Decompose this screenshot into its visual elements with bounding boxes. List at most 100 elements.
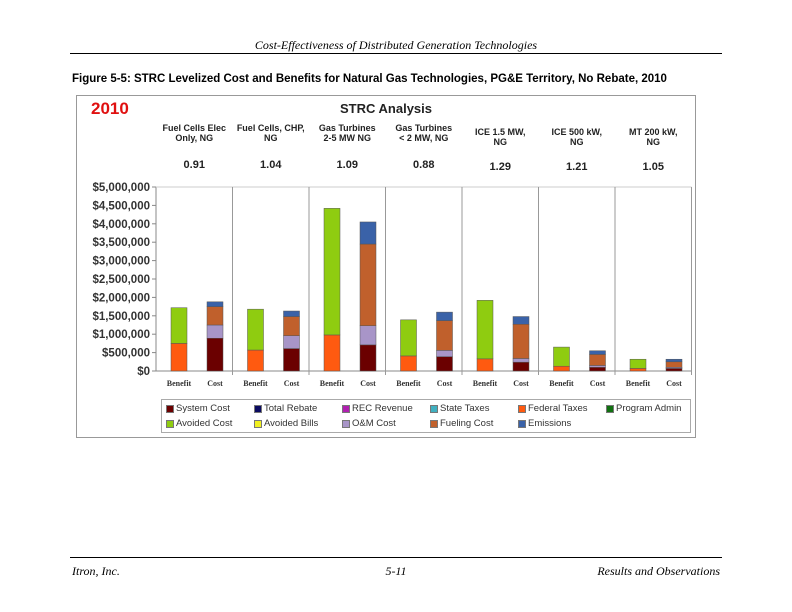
legend-label: Federal Taxes	[528, 403, 588, 414]
legend-label: O&M Cost	[352, 418, 396, 429]
x-tick-label: Benefit	[320, 379, 345, 388]
group-label-line: Gas Turbines	[395, 123, 453, 133]
y-tick-label: $4,500,000	[92, 200, 150, 212]
x-tick-label: Cost	[207, 379, 223, 388]
x-tick-label: Cost	[513, 379, 529, 388]
bar-segment-avoided-cost	[323, 208, 341, 336]
legend-label: Avoided Cost	[176, 418, 233, 429]
legend-item: Total Rebate	[254, 403, 317, 414]
group-label-line: NG	[646, 137, 661, 147]
bar-segment-fueling-cost	[206, 306, 224, 326]
x-tick-label: Cost	[360, 379, 376, 388]
group-label-line: 2-5 MW NG	[323, 133, 371, 143]
footer-right: Results and Observations	[597, 564, 720, 578]
group-label: Gas Turbines 2-5 MW NG	[305, 123, 389, 143]
y-tick-label: $3,000,000	[92, 256, 150, 268]
legend-label: Program Admin	[616, 403, 682, 414]
x-tick-label: Benefit	[167, 379, 192, 388]
legend-swatch	[342, 419, 350, 428]
group-label: MT 200 kW, NG	[611, 127, 695, 147]
legend-swatch	[254, 404, 262, 413]
bar-segment-federal-taxes	[323, 334, 341, 372]
legend-label: Emissions	[528, 418, 572, 429]
group-label-line: NG	[264, 133, 278, 143]
bar-segment-system-cost	[359, 344, 377, 372]
benefit-cost-ratio: 1.05	[642, 161, 664, 173]
bar-segment-federal-taxes	[400, 355, 417, 372]
benefit-cost-ratio: 1.29	[489, 161, 511, 173]
chart-title: STRC Analysis	[340, 101, 432, 116]
x-tick-label: Benefit	[549, 379, 574, 388]
y-tick-label: $2,500,000	[92, 274, 150, 286]
x-tick-label: Benefit	[243, 379, 268, 388]
bar-segment-federal-taxes	[247, 349, 264, 372]
group-label: Fuel Cells, CHP, NG	[229, 123, 313, 143]
legend: System Cost Total Rebate REC Revenue State …	[161, 399, 691, 433]
legend-item: REC Revenue	[342, 403, 413, 414]
bar-segment-federal-taxes	[553, 365, 570, 372]
legend-item: Federal Taxes	[518, 403, 588, 414]
x-tick-label: Benefit	[396, 379, 421, 388]
bar-segment-avoided-cost	[170, 307, 188, 344]
bar-segment-system-cost	[283, 348, 300, 372]
bar-segment-o-m-cost	[512, 358, 530, 363]
benefit-cost-ratio: 1.04	[260, 159, 282, 171]
group-label-line: ICE 1.5 MW,	[474, 127, 526, 137]
group-label-line: < 2 MW, NG	[399, 133, 449, 143]
y-tick-label: $2,000,000	[92, 292, 150, 304]
legend-item: Fueling Cost	[430, 418, 493, 429]
bar-segment-emissions	[206, 301, 224, 307]
year-label: 2010	[91, 99, 129, 118]
bar-segment-o-m-cost	[359, 325, 377, 346]
bar-segment-emissions	[665, 358, 683, 363]
bar-segment-federal-taxes	[170, 343, 188, 372]
x-tick-label: Cost	[666, 379, 682, 388]
x-tick-label: Benefit	[626, 379, 651, 388]
benefit-cost-ratio: 0.88	[413, 159, 435, 171]
running-header: Cost-Effectiveness of Distributed Genera…	[254, 38, 538, 52]
bar-segment-system-cost	[665, 368, 683, 372]
y-tick-label: $4,000,000	[92, 219, 150, 231]
bar-segment-emissions	[359, 221, 377, 245]
group-label: ICE 1.5 MW, NG	[458, 127, 542, 147]
bar-segment-o-m-cost	[436, 350, 453, 357]
legend-label: Fueling Cost	[440, 418, 494, 429]
legend-swatch	[518, 419, 526, 428]
group-label: Fuel Cells Elec Only, NG	[152, 123, 236, 143]
legend-label: Total Rebate	[264, 403, 318, 414]
bar-segment-federal-taxes	[476, 358, 494, 372]
x-tick-label: Benefit	[473, 379, 498, 388]
y-tick-label: $1,000,000	[92, 329, 150, 341]
y-tick-label: $0	[137, 366, 150, 378]
group-label: Gas Turbines < 2 MW, NG	[382, 123, 466, 143]
bar-segment-o-m-cost	[206, 324, 224, 339]
bar-segment-fueling-cost	[665, 361, 683, 368]
page-number: 5-11	[385, 564, 407, 578]
bar-segment-emissions	[589, 350, 606, 355]
legend-item: Avoided Bills	[254, 418, 318, 429]
bar-segment-system-cost	[512, 361, 530, 372]
bar-segment-fueling-cost	[283, 316, 300, 336]
group-label-line: ICE 500 kW,	[551, 127, 603, 137]
bar-segment-system-cost	[206, 337, 224, 372]
group-label-line: MT 200 kW,	[628, 127, 678, 137]
legend-label: System Cost	[176, 403, 230, 414]
legend-swatch	[342, 404, 350, 413]
legend-swatch	[254, 419, 262, 428]
bar-segment-fueling-cost	[589, 354, 606, 366]
bar-segment-avoided-cost	[400, 319, 417, 357]
bar-segment-o-m-cost	[283, 335, 300, 349]
y-tick-label: $1,500,000	[92, 311, 150, 323]
legend-item: Program Admin	[606, 403, 681, 414]
group-label-line: Only, NG	[175, 133, 214, 143]
legend-item: State Taxes	[430, 403, 489, 414]
legend-swatch	[430, 404, 438, 413]
plot-area: $0 $500,000 $1,000,000 $1,500,000 $2,000,000…	[92, 182, 692, 388]
bar-segment-fueling-cost	[436, 320, 453, 351]
y-tick-label: $3,500,000	[92, 237, 150, 249]
bar-segment-fueling-cost	[359, 243, 377, 326]
legend-swatch	[606, 404, 614, 413]
x-tick-label: Cost	[437, 379, 453, 388]
footer-rule	[70, 557, 722, 558]
bar-segment-avoided-cost	[553, 346, 570, 367]
